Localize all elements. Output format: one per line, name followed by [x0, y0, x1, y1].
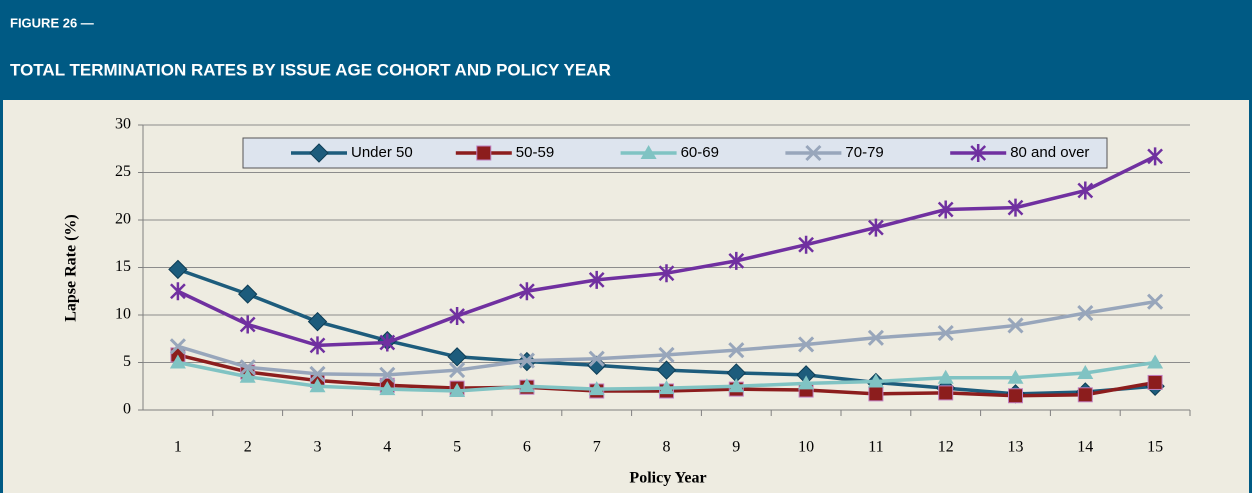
- marker: [1077, 305, 1094, 322]
- marker: [798, 235, 814, 254]
- marker: [1147, 147, 1163, 166]
- legend-label: 70-79: [845, 144, 883, 161]
- legend-label: 80 and over: [1010, 144, 1089, 161]
- x-tick-label: 3: [314, 439, 322, 456]
- marker: [640, 145, 657, 159]
- marker: [1008, 388, 1023, 404]
- marker: [449, 306, 465, 325]
- legend-label: 60-69: [681, 144, 719, 161]
- marker: [868, 386, 884, 402]
- marker: [1007, 317, 1024, 334]
- marker: [970, 144, 987, 162]
- x-axis-label: Policy Year: [629, 470, 706, 487]
- x-tick-label: 8: [663, 439, 671, 456]
- legend-label: 50-59: [516, 144, 554, 161]
- x-tick-label: 10: [798, 439, 814, 456]
- x-tick-label: 5: [453, 439, 461, 456]
- figure-label: FIGURE 26 —: [10, 15, 94, 30]
- marker: [379, 381, 396, 396]
- marker: [656, 360, 677, 380]
- marker: [1147, 374, 1163, 390]
- x-tick-label: 14: [1077, 439, 1093, 456]
- marker: [588, 381, 605, 396]
- marker: [1007, 198, 1024, 217]
- marker: [518, 378, 535, 393]
- marker: [1147, 354, 1164, 369]
- x-tick-label: 9: [732, 439, 740, 456]
- marker: [379, 333, 396, 352]
- marker: [169, 338, 186, 355]
- y-tick-label: 20: [115, 211, 131, 228]
- marker: [239, 359, 256, 376]
- marker: [728, 342, 745, 359]
- chart-title: TOTAL TERMINATION RATES BY ISSUE AGE COH…: [10, 60, 611, 79]
- marker: [728, 378, 745, 393]
- marker: [588, 270, 605, 289]
- y-tick-label: 30: [115, 116, 131, 133]
- x-tick-label: 7: [593, 439, 601, 456]
- y-tick-label: 25: [115, 163, 131, 180]
- marker: [1007, 369, 1024, 384]
- x-tick-label: 15: [1147, 439, 1163, 456]
- y-tick-label: 0: [123, 401, 131, 418]
- x-tick-label: 13: [1008, 439, 1024, 456]
- marker: [449, 362, 466, 379]
- marker: [658, 264, 675, 283]
- marker: [728, 251, 745, 270]
- x-tick-label: 1: [174, 439, 182, 456]
- marker: [307, 311, 328, 332]
- marker: [937, 200, 954, 219]
- marker: [237, 284, 258, 304]
- marker: [588, 350, 605, 367]
- marker: [1077, 181, 1094, 200]
- marker: [309, 365, 326, 382]
- marker: [805, 144, 822, 162]
- marker: [447, 347, 467, 367]
- marker: [169, 354, 186, 369]
- marker: [1147, 293, 1164, 310]
- marker: [868, 218, 884, 237]
- marker: [1077, 387, 1093, 403]
- x-tick-label: 6: [523, 439, 531, 456]
- marker: [239, 315, 256, 334]
- marker: [798, 375, 815, 390]
- x-tick-label: 11: [868, 439, 883, 456]
- marker: [586, 355, 607, 376]
- marker: [867, 373, 884, 388]
- marker: [309, 378, 326, 393]
- x-tick-label: 4: [383, 439, 391, 456]
- marker: [1077, 364, 1094, 379]
- marker: [168, 259, 188, 280]
- marker: [519, 282, 535, 301]
- marker: [658, 346, 675, 363]
- x-tick-label: 2: [244, 439, 252, 456]
- marker: [379, 366, 396, 383]
- marker: [658, 380, 675, 395]
- marker: [309, 336, 326, 355]
- y-tick-label: 5: [123, 353, 131, 370]
- marker: [309, 143, 329, 163]
- legend-label: Under 50: [351, 144, 413, 161]
- marker: [798, 336, 815, 353]
- marker: [476, 145, 492, 161]
- marker: [867, 329, 884, 346]
- marker: [937, 369, 954, 384]
- marker: [239, 368, 256, 383]
- marker: [937, 324, 954, 342]
- marker: [518, 352, 535, 369]
- marker: [449, 383, 466, 397]
- y-axis-label: Lapse Rate (%): [63, 214, 80, 322]
- marker: [170, 282, 186, 301]
- marker: [938, 385, 954, 401]
- y-tick-label: 15: [115, 258, 131, 275]
- x-tick-label: 12: [938, 439, 954, 456]
- y-tick-label: 10: [115, 306, 131, 323]
